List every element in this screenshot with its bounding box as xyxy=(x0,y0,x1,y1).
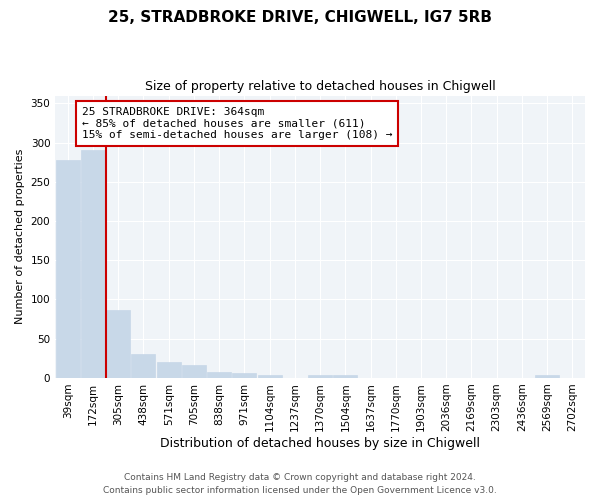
Text: 25 STRADBROKE DRIVE: 364sqm
← 85% of detached houses are smaller (611)
15% of se: 25 STRADBROKE DRIVE: 364sqm ← 85% of det… xyxy=(82,107,392,140)
Bar xyxy=(232,373,256,378)
Bar xyxy=(182,364,206,378)
Bar xyxy=(257,376,281,378)
Bar xyxy=(81,150,105,378)
Bar xyxy=(535,376,559,378)
Bar xyxy=(334,374,357,378)
Text: Contains HM Land Registry data © Crown copyright and database right 2024.
Contai: Contains HM Land Registry data © Crown c… xyxy=(103,474,497,495)
Text: 25, STRADBROKE DRIVE, CHIGWELL, IG7 5RB: 25, STRADBROKE DRIVE, CHIGWELL, IG7 5RB xyxy=(108,10,492,25)
Bar xyxy=(56,160,80,378)
Bar xyxy=(106,310,130,378)
Title: Size of property relative to detached houses in Chigwell: Size of property relative to detached ho… xyxy=(145,80,496,93)
Bar xyxy=(131,354,155,378)
Y-axis label: Number of detached properties: Number of detached properties xyxy=(15,149,25,324)
Bar xyxy=(157,362,181,378)
Bar xyxy=(308,374,332,378)
X-axis label: Distribution of detached houses by size in Chigwell: Distribution of detached houses by size … xyxy=(160,437,480,450)
Bar xyxy=(207,372,231,378)
